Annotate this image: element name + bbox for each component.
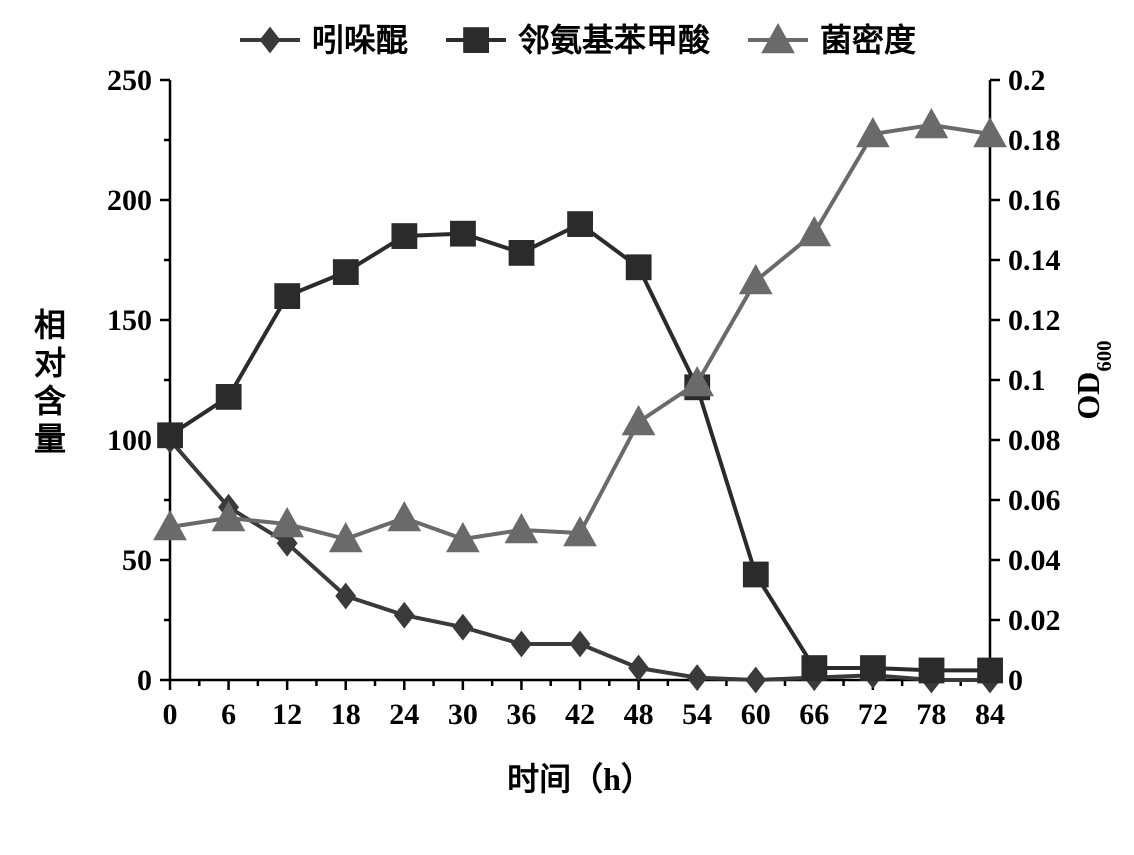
x-tick-label: 42	[565, 698, 595, 731]
x-tick-label: 48	[624, 698, 654, 731]
y-right-tick-label: 0.16	[1008, 184, 1061, 217]
x-tick-label: 60	[741, 698, 771, 731]
series-marker	[216, 384, 241, 409]
x-tick-label: 66	[799, 698, 829, 731]
x-tick-label: 30	[448, 698, 478, 731]
x-tick-label: 54	[682, 698, 712, 731]
x-axis-label: 时间（h）	[507, 761, 653, 797]
x-tick-label: 78	[916, 698, 946, 731]
series-marker	[978, 658, 1003, 683]
y-left-tick-label: 0	[137, 664, 152, 697]
x-tick-label: 36	[506, 698, 536, 731]
y-right-tick-label: 0.2	[1008, 64, 1046, 97]
series-marker	[626, 255, 651, 280]
series-marker	[451, 221, 476, 246]
y-right-tick-label: 0	[1008, 664, 1023, 697]
x-tick-label: 84	[975, 698, 1005, 731]
series-marker	[568, 212, 593, 237]
x-tick-label: 6	[221, 698, 236, 731]
legend-label: 吲哚醌	[312, 22, 408, 58]
x-tick-label: 12	[272, 698, 302, 731]
series-marker	[861, 656, 886, 681]
series-marker	[919, 658, 944, 683]
y-right-tick-label: 0.04	[1008, 544, 1061, 577]
series-marker	[743, 562, 768, 587]
series-marker	[158, 423, 183, 448]
y-right-tick-label: 0.08	[1008, 424, 1061, 457]
y-right-tick-label: 0.06	[1008, 484, 1061, 517]
series-marker	[275, 284, 300, 309]
y-right-tick-label: 0.02	[1008, 604, 1061, 637]
y-right-tick-label: 0.1	[1008, 364, 1046, 397]
y-left-axis-label: 相	[34, 307, 66, 343]
y-right-tick-label: 0.18	[1008, 124, 1061, 157]
legend-label: 菌密度	[820, 22, 916, 58]
y-left-tick-label: 200	[107, 184, 152, 217]
series-marker	[333, 260, 358, 285]
x-tick-label: 72	[858, 698, 888, 731]
legend-label: 邻氨基苯甲酸	[518, 22, 711, 58]
x-tick-label: 24	[389, 698, 419, 731]
y-left-axis-label: 对	[34, 345, 66, 381]
chart-svg: 0 50 100 150 200 250 0 0.02 0.04 0.06 0.08 0.1 0.12 0…	[0, 0, 1134, 855]
y-left-tick-label: 150	[107, 304, 152, 337]
y-right-tick-label: 0.12	[1008, 304, 1061, 337]
series-marker	[802, 656, 827, 681]
series-marker	[392, 224, 417, 249]
y-right-tick-label: 0.14	[1008, 244, 1061, 277]
series-marker	[509, 240, 534, 265]
y-left-axis-label: 量	[34, 421, 66, 457]
y-left-tick-label: 100	[107, 424, 152, 457]
chart-container: 0 50 100 150 200 250 0 0.02 0.04 0.06 0.08 0.1 0.12 0…	[0, 0, 1134, 855]
y-left-tick-label: 50	[122, 544, 152, 577]
y-left-tick-label: 250	[107, 64, 152, 97]
y-left-axis-label: 含	[34, 383, 67, 419]
x-tick-label: 18	[331, 698, 361, 731]
x-tick-label: 0	[163, 698, 178, 731]
legend-marker	[464, 28, 489, 53]
